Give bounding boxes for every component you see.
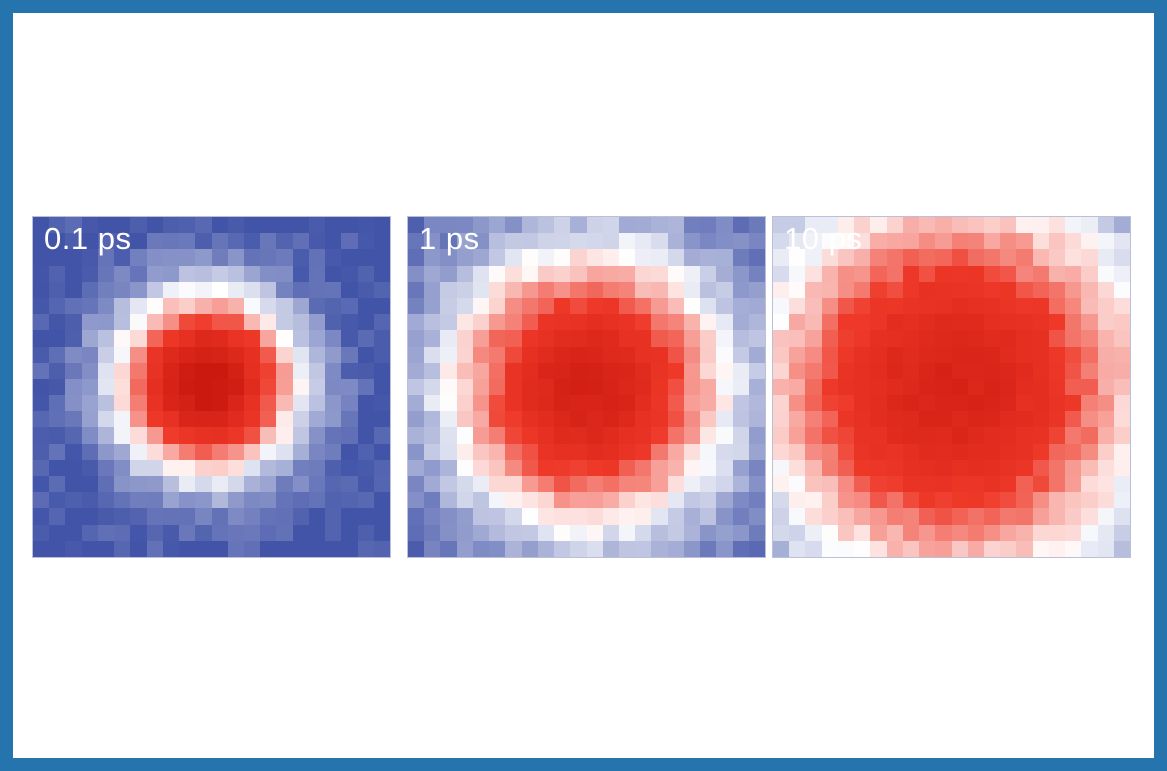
heatmap-canvas [407, 216, 766, 558]
time-label: 1 ps [419, 221, 480, 256]
heatmap-panel-1ps: 1 ps [407, 216, 766, 558]
heatmap-panel-0p1ps: 0.1 ps [32, 216, 391, 558]
time-label: 0.1 ps [44, 221, 132, 256]
heatmap-canvas [772, 216, 1131, 558]
time-label: 10 ps [784, 221, 863, 256]
figure: 0.1 ps 1 ps 10 ps [13, 13, 1154, 758]
heatmap-panel-10ps: 10 ps [772, 216, 1131, 558]
heatmap-canvas [32, 216, 391, 558]
